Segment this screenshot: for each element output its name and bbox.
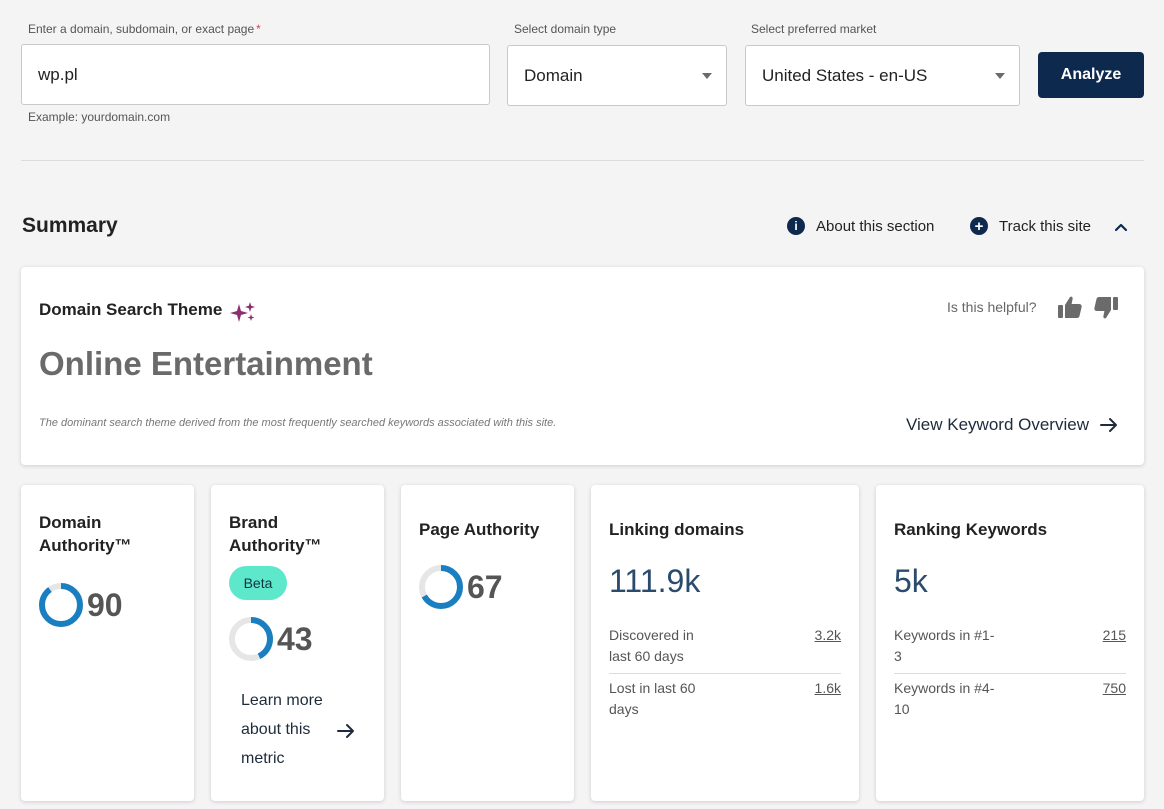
domain-authority-card: Domain Authority™ 90 xyxy=(21,485,194,801)
row-divider xyxy=(894,673,1126,674)
beta-badge: Beta xyxy=(229,566,287,600)
lost-label: Lost in last 60 days xyxy=(609,680,696,717)
market-select[interactable]: United States - en-US xyxy=(745,45,1020,106)
domain-authority-value: 90 xyxy=(87,587,123,623)
brand-authority-card: Brand Authority™ Beta 43 Learn more about … xyxy=(211,485,384,801)
domain-type-select[interactable]: Domain xyxy=(507,45,727,106)
required-mark: * xyxy=(256,22,261,36)
arrow-right-icon xyxy=(1099,418,1117,432)
domain-authority-donut xyxy=(39,583,83,627)
discovered-value[interactable]: 3.2k xyxy=(814,627,841,643)
thumbs-down-icon[interactable] xyxy=(1093,295,1119,321)
ranking-keywords-title: Ranking Keywords xyxy=(894,520,1048,539)
info-icon: i xyxy=(787,217,805,235)
helpful-label: Is this helpful? xyxy=(947,299,1037,315)
arrow-right-icon[interactable] xyxy=(337,723,355,739)
brand-authority-value: 43 xyxy=(277,621,313,657)
keywords-4-10-row: Keywords in #4- 10 750 xyxy=(894,678,1126,722)
theme-value: Online Entertainment xyxy=(39,345,373,382)
page-authority-card: Page Authority 67 xyxy=(401,485,574,801)
row-divider xyxy=(609,673,841,674)
market-value: United States - en-US xyxy=(762,65,928,85)
keywords-top3-row: Keywords in #1- 3 215 xyxy=(894,625,1126,669)
keywords-top3-label: Keywords in #1- 3 xyxy=(894,627,995,664)
thumbs-up-icon[interactable] xyxy=(1057,294,1083,320)
chevron-down-icon xyxy=(702,73,712,79)
discovered-row: Discovered in last 60 days 3.2k xyxy=(609,625,841,669)
donut-arc xyxy=(419,565,463,609)
domain-authority-title: Domain Authority™ xyxy=(39,513,132,555)
sparkle-icon xyxy=(230,302,255,322)
discovered-label: Discovered in last 60 days xyxy=(609,627,694,664)
chevron-down-icon xyxy=(995,73,1005,79)
analyze-button[interactable]: Analyze xyxy=(1038,52,1144,98)
keywords-4-10-label: Keywords in #4- 10 xyxy=(894,680,995,717)
track-site-label: Track this site xyxy=(999,217,1091,235)
theme-label: Domain Search Theme xyxy=(39,300,223,319)
linking-domains-value: 111.9k xyxy=(609,563,701,599)
brand-authority-donut xyxy=(229,617,273,661)
domain-theme-card: Domain Search Theme Online Entertainment… xyxy=(21,267,1144,465)
domain-input[interactable]: wp.pl xyxy=(21,44,490,105)
section-title: Summary xyxy=(22,214,118,237)
domain-input-label: Enter a domain, subdomain, or exact page… xyxy=(28,22,261,36)
donut-arc xyxy=(39,583,83,627)
keywords-4-10-value[interactable]: 750 xyxy=(1102,680,1126,696)
lost-row: Lost in last 60 days 1.6k xyxy=(609,678,841,722)
page-authority-value: 67 xyxy=(467,569,503,605)
ranking-keywords-card: Ranking Keywords 5k Keywords in #1- 3 215… xyxy=(876,485,1144,801)
learn-more-link[interactable]: Learn more about this metric xyxy=(241,692,323,767)
ranking-keywords-value: 5k xyxy=(894,563,928,599)
domain-input-value: wp.pl xyxy=(38,64,78,84)
market-label: Select preferred market xyxy=(751,22,877,36)
domain-hint: Example: yourdomain.com xyxy=(28,110,171,124)
plus-icon: + xyxy=(970,217,988,235)
brand-authority-title: Brand Authority™ xyxy=(229,513,322,555)
theme-description: The dominant search theme derived from t… xyxy=(39,417,557,429)
track-site-link[interactable]: + Track this site xyxy=(970,217,1091,235)
about-section-link[interactable]: i About this section xyxy=(787,217,934,235)
donut-arc xyxy=(229,617,273,661)
page-authority-title: Page Authority xyxy=(419,520,540,539)
view-keyword-overview-link[interactable]: View Keyword Overview xyxy=(906,415,1118,435)
linking-domains-card: Linking domains 111.9k Discovered in last… xyxy=(591,485,859,801)
domain-type-label: Select domain type xyxy=(514,22,617,36)
about-section-label: About this section xyxy=(816,217,935,235)
keywords-top3-value[interactable]: 215 xyxy=(1102,627,1126,643)
linking-domains-title: Linking domains xyxy=(609,520,745,539)
divider xyxy=(21,160,1144,161)
domain-type-value: Domain xyxy=(524,65,583,85)
view-keyword-overview-label: View Keyword Overview xyxy=(906,415,1089,434)
page-authority-donut xyxy=(419,565,463,609)
lost-value[interactable]: 1.6k xyxy=(814,680,841,696)
chevron-up-icon[interactable] xyxy=(1114,220,1128,234)
